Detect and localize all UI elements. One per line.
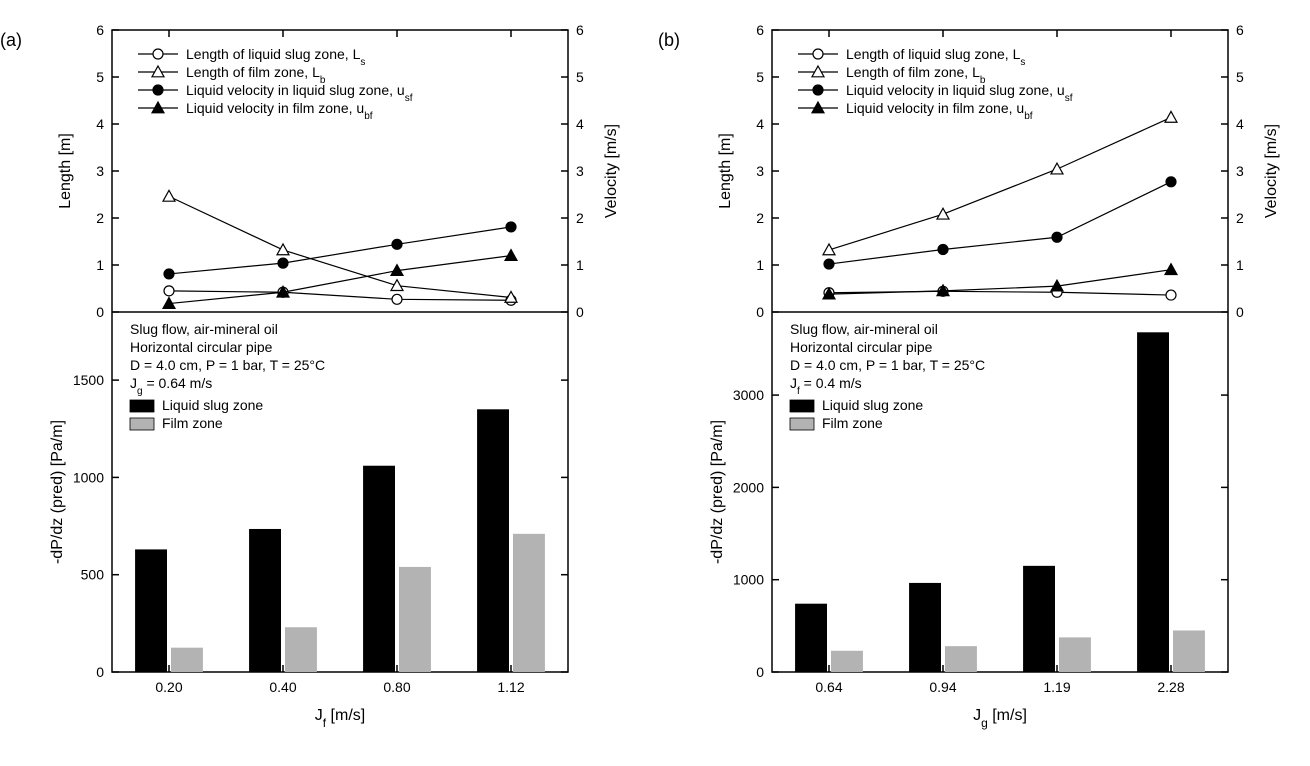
yl-tick: 3: [756, 163, 764, 179]
x-title: Jf [m/s]: [315, 707, 365, 730]
yl-tick: 6: [756, 22, 764, 38]
yl-tick: 4: [756, 116, 764, 132]
annotation: Slug flow, air-mineral oil Horizontal cir…: [790, 321, 985, 431]
annotation: Slug flow, air-mineral oil Horizontal cir…: [130, 321, 325, 431]
legend-swatch: [790, 418, 814, 430]
panel-b: 0 0 1 1 2 2 3 3 4 4 5 5 6 6 Length [m] Velocity [m/s] Le…: [700, 12, 1300, 752]
anno-line: Horizontal circular pipe: [790, 339, 933, 355]
bar-slug: [249, 529, 281, 672]
y-right-title: Velocity [m/s]: [1263, 124, 1280, 218]
ybot-title: -dP/dz (pred) [Pa/m]: [49, 420, 66, 564]
yr-tick: 0: [576, 304, 584, 320]
yl-tick: 5: [96, 69, 104, 85]
yr-tick: 1: [576, 257, 584, 273]
ybot-tick: 0: [96, 664, 104, 680]
legend-swatch: [130, 418, 154, 430]
bar-film: [1059, 637, 1091, 672]
yr-tick: 5: [1236, 69, 1244, 85]
yl-tick: 6: [96, 22, 104, 38]
x-tick: 0.40: [269, 679, 296, 695]
legend-bottom-item: Film zone: [162, 415, 223, 431]
x-title: Jg [m/s]: [973, 707, 1027, 730]
yr-tick: 6: [1236, 22, 1244, 38]
legend-top: Length of liquid slug zone, LsLength of …: [134, 42, 484, 122]
y-right-title: Velocity [m/s]: [603, 124, 620, 218]
x-tick: 1.19: [1043, 679, 1070, 695]
bar-slug: [795, 604, 827, 672]
bar-slug: [135, 549, 167, 672]
bar-film: [171, 648, 203, 672]
yr-tick: 3: [576, 163, 584, 179]
bar-film: [831, 651, 863, 672]
yl-tick: 5: [756, 69, 764, 85]
panel-label-b: (b): [658, 30, 680, 51]
panel-a: 0 0 1 1 2 2 3 3 4 4 5 5 6 6 Length [m] Velocity [m/s] Le…: [40, 12, 640, 752]
series-Lb: [829, 117, 1171, 250]
series-usf: [829, 182, 1171, 264]
y-left-title: Length [m]: [57, 133, 74, 209]
bar-film: [1173, 630, 1205, 672]
yr-tick: 6: [576, 22, 584, 38]
legend-swatch: [130, 400, 154, 412]
yr-tick: 5: [576, 69, 584, 85]
x-tick: 0.20: [155, 679, 182, 695]
yl-tick: 2: [756, 210, 764, 226]
legend-bottom-item: Liquid slug zone: [162, 397, 263, 413]
x-tick: 0.64: [815, 679, 842, 695]
y-left-title: Length [m]: [717, 133, 734, 209]
yl-tick: 3: [96, 163, 104, 179]
yl-tick: 0: [96, 304, 104, 320]
bar-film: [513, 534, 545, 672]
bar-film: [399, 567, 431, 672]
panel-label-a: (a): [0, 30, 22, 51]
yr-tick: 3: [1236, 163, 1244, 179]
anno-line: Jf = 0.4 m/s: [790, 375, 862, 397]
yr-tick: 4: [1236, 116, 1244, 132]
bar-slug: [909, 583, 941, 672]
bar-film: [285, 627, 317, 672]
ybot-tick: 0: [756, 664, 764, 680]
anno-line: Slug flow, air-mineral oil: [130, 321, 278, 337]
bar-slug: [1023, 566, 1055, 672]
yl-tick: 4: [96, 116, 104, 132]
legend-top: Length of liquid slug zone, LsLength of …: [794, 42, 1144, 122]
yr-tick: 0: [1236, 304, 1244, 320]
series-ubf: [829, 270, 1171, 294]
anno-line: D = 4.0 cm, P = 1 bar, T = 25°C: [130, 357, 325, 373]
ybot-tick: 1000: [73, 469, 104, 485]
yr-tick: 1: [1236, 257, 1244, 273]
ybot-tick: 1500: [73, 372, 104, 388]
bar-slug: [363, 466, 395, 672]
anno-line: Jg = 0.64 m/s: [130, 375, 212, 397]
series-Lb: [169, 196, 511, 297]
legend-bottom-item: Film zone: [822, 415, 883, 431]
yr-tick: 4: [576, 116, 584, 132]
legend-swatch: [790, 400, 814, 412]
bar-film: [945, 646, 977, 672]
x-tick: 2.28: [1157, 679, 1184, 695]
legend-bottom-item: Liquid slug zone: [822, 397, 923, 413]
bar-slug: [477, 409, 509, 672]
anno-line: Horizontal circular pipe: [130, 339, 273, 355]
ybot-tick: 3000: [733, 387, 764, 403]
ybot-tick: 500: [81, 567, 105, 583]
yl-tick: 0: [756, 304, 764, 320]
ybot-tick: 2000: [733, 479, 764, 495]
anno-line: D = 4.0 cm, P = 1 bar, T = 25°C: [790, 357, 985, 373]
yr-tick: 2: [576, 210, 584, 226]
x-tick: 0.94: [929, 679, 956, 695]
ybot-tick: 1000: [733, 572, 764, 588]
legend-item: Liquid velocity in film zone, ubf: [846, 100, 1033, 122]
yl-tick: 1: [96, 257, 104, 273]
bar-slug: [1137, 332, 1169, 672]
anno-line: Slug flow, air-mineral oil: [790, 321, 938, 337]
legend-item: Liquid velocity in film zone, ubf: [186, 100, 373, 122]
x-tick: 0.80: [383, 679, 410, 695]
ybot-title: -dP/dz (pred) [Pa/m]: [709, 420, 726, 564]
yr-tick: 2: [1236, 210, 1244, 226]
x-tick: 1.12: [497, 679, 524, 695]
yl-tick: 1: [756, 257, 764, 273]
series-usf: [169, 227, 511, 274]
yl-tick: 2: [96, 210, 104, 226]
